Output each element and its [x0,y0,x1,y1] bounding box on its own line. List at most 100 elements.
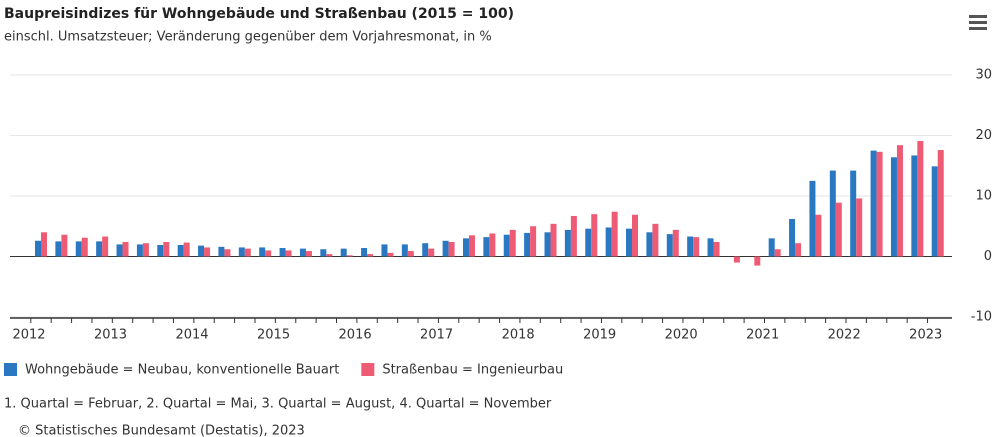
bar [326,254,333,257]
source: © Statistisches Bundesamt (Destatis), 20… [18,424,305,437]
legend-swatch [361,363,375,376]
bar [61,234,68,257]
bar [462,238,469,257]
x-tick-label: 2022 [828,328,861,343]
x-tick-label: 2016 [339,328,372,343]
x-tick-label: 2017 [420,328,453,343]
bar [850,170,857,257]
x-tick-label: 2020 [665,328,698,343]
menu-bar[interactable] [969,21,987,24]
bar [896,145,903,257]
bar [876,151,883,257]
bar [917,140,924,257]
bar [320,249,327,257]
bar [244,248,251,257]
bar [483,237,490,257]
bar [305,251,312,257]
bar [509,229,516,257]
bar [259,247,266,257]
bar [652,223,659,257]
y-tick-label: 30 [975,68,992,83]
bar [774,249,781,257]
bar [911,155,918,257]
menu-bar[interactable] [969,27,987,30]
bar [204,247,211,257]
bar [401,244,408,257]
bar [122,241,129,257]
bar [340,248,347,257]
bar [733,256,740,263]
legend-label: Wohngebäude = Neubau, konventionelle Bau… [25,363,339,378]
y-tick-label: 20 [975,128,992,143]
x-tick-label: 2019 [583,328,616,343]
bar [361,248,368,257]
chart-title: Baupreisindizes für Wohngebäude und Stra… [4,6,514,22]
bar [707,238,714,257]
bar [672,229,679,257]
bar [809,180,816,257]
x-tick-label: 2012 [12,328,45,343]
x-tick-label: 2021 [746,328,779,343]
bar [789,218,796,257]
bar [632,214,639,257]
bar [142,243,149,257]
bar [503,234,510,257]
bar [585,228,592,257]
y-tick-label: 0 [984,249,992,264]
x-tick-label: 2018 [502,328,535,343]
bar [41,232,47,257]
bar [550,223,557,257]
bar [116,244,123,257]
bar [829,170,836,257]
x-tick-label: 2023 [909,328,942,343]
bar [795,243,802,257]
bar [530,226,537,257]
bar [687,236,694,257]
bar [605,227,612,257]
bar [931,166,938,257]
bar [835,202,842,257]
bar [285,250,292,257]
bar [183,242,190,257]
legend-label: Straßenbau = Ingenieurbau [382,363,563,378]
y-tick-label: -10 [971,310,992,325]
bar [768,238,775,257]
bar [198,245,205,257]
menu-icon[interactable] [969,15,987,30]
x-tick-label: 2015 [257,328,290,343]
bar [468,235,475,257]
bar [407,251,414,257]
bar [299,248,306,257]
bar [35,240,41,257]
bar [693,237,700,257]
bar [218,246,225,257]
bar [238,247,245,257]
bar [279,248,286,257]
bar [856,198,863,257]
bar [611,211,618,257]
bar [387,252,394,257]
bar [815,214,822,257]
bar [713,241,720,257]
menu-bar[interactable] [969,15,987,18]
chart-subtitle: einschl. Umsatzsteuer; Veränderung gegen… [4,30,492,45]
legend-swatch [4,363,17,376]
bar [381,244,388,257]
bar [442,240,449,257]
bar [870,150,877,257]
bar [136,244,143,257]
bar [489,233,496,257]
bar [81,237,88,257]
bar [890,157,897,257]
bar [666,234,673,257]
bar [224,249,231,257]
bar [96,241,103,257]
bar [570,215,577,257]
bar [346,255,353,257]
x-tick-label: 2014 [175,328,208,343]
bar [367,254,374,257]
x-tick-label: 2013 [94,328,127,343]
bar [55,241,62,257]
bar [591,214,598,257]
